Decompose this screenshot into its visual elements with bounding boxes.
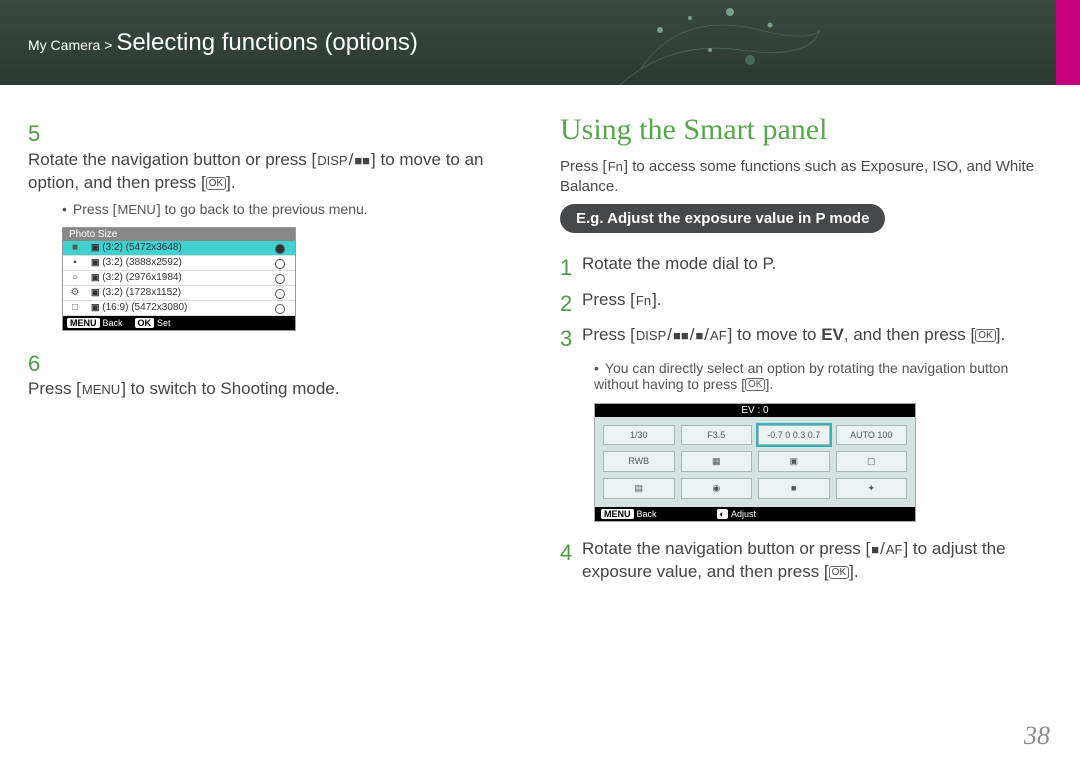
header-band: My Camera > Selecting functions (options… bbox=[0, 0, 1080, 85]
breadcrumb: My Camera > Selecting functions (options… bbox=[28, 29, 418, 57]
step-5: 5 Rotate the navigation button or press … bbox=[28, 119, 520, 195]
panel-cell: 1/30 bbox=[603, 425, 675, 445]
lcd-header: Photo Size bbox=[63, 228, 295, 241]
panel-top: EV : 0 bbox=[595, 404, 915, 417]
section-heading: Using the Smart panel bbox=[560, 113, 1052, 147]
step-number: 5 bbox=[28, 119, 50, 149]
step-3-sub: •You can directly select an option by ro… bbox=[594, 360, 1052, 393]
lcd-row: □▣ (16:9) (5472x3080) bbox=[63, 300, 295, 315]
decorative-swirl bbox=[620, 0, 820, 85]
panel-cell: ▣ bbox=[758, 451, 830, 472]
panel-cell: ▦ bbox=[681, 451, 753, 472]
step-3: 3Press [DISP/■■/■/AF] to move to EV, and… bbox=[560, 324, 1052, 354]
page-number: 38 bbox=[1024, 721, 1050, 751]
right-column: Using the Smart panel Press [Fn] to acce… bbox=[560, 113, 1052, 590]
panel-cell: ▢ bbox=[836, 451, 908, 472]
lcd-footer: MENUBack OKSet bbox=[63, 316, 295, 330]
panel-grid: 1/30 F3.5-0.7 0 0.3 0.7 AUTO 100 RWB ▦▣ ▢ ▤ ◉■ ✦ bbox=[595, 417, 915, 507]
example-pill: E.g. Adjust the exposure value in P mode bbox=[560, 204, 885, 233]
smart-panel-illustration: EV : 0 1/30 F3.5-0.7 0 0.3 0.7 AUTO 100 RWB… bbox=[594, 403, 916, 522]
step-4: 4Rotate the navigation button or press [… bbox=[560, 538, 1052, 584]
panel-cell: ▤ bbox=[603, 478, 675, 499]
panel-cell: -0.7 0 0.3 0.7 bbox=[758, 425, 830, 445]
lcd-row: ■▣ (3:2) (5472x3648) bbox=[63, 241, 295, 256]
lcd-row: ⚙▣ (3:2) (1728x1152) bbox=[63, 285, 295, 300]
step-5-sub: •Press [MENU] to go back to the previous… bbox=[62, 201, 520, 217]
breadcrumb-parent: My Camera > bbox=[28, 37, 112, 53]
panel-cell: ✦ bbox=[836, 478, 908, 499]
lcd-row: ▪▣ (3:2) (3888x2592) bbox=[63, 255, 295, 270]
panel-cell: RWB bbox=[603, 451, 675, 472]
page-title: Selecting functions (options) bbox=[116, 29, 418, 56]
lcd-options-table: ■▣ (3:2) (5472x3648)▪▣ (3:2) (3888x2592)… bbox=[63, 241, 295, 316]
magenta-tab bbox=[1056, 0, 1080, 85]
panel-cell: ■ bbox=[758, 478, 830, 499]
step-1: 1Rotate the mode dial to P. bbox=[560, 253, 1052, 283]
step-6: 6 Press [MENU] to switch to Shooting mod… bbox=[28, 349, 520, 402]
step-number: 6 bbox=[28, 349, 50, 379]
lcd-row: ○▣ (3:2) (2976x1984) bbox=[63, 270, 295, 285]
intro-text: Press [Fn] to access some functions such… bbox=[560, 157, 1052, 196]
left-column: 5 Rotate the navigation button or press … bbox=[28, 113, 520, 590]
panel-cell: F3.5 bbox=[681, 425, 753, 445]
panel-footer: MENUBack ◐Adjust bbox=[595, 507, 915, 521]
step-2: 2Press [Fn]. bbox=[560, 289, 1052, 319]
panel-cell: AUTO 100 bbox=[836, 425, 908, 445]
panel-cell: ◉ bbox=[681, 478, 753, 499]
content-columns: 5 Rotate the navigation button or press … bbox=[0, 85, 1080, 590]
photo-size-menu-illustration: Photo Size ■▣ (3:2) (5472x3648)▪▣ (3:2) … bbox=[62, 227, 296, 331]
